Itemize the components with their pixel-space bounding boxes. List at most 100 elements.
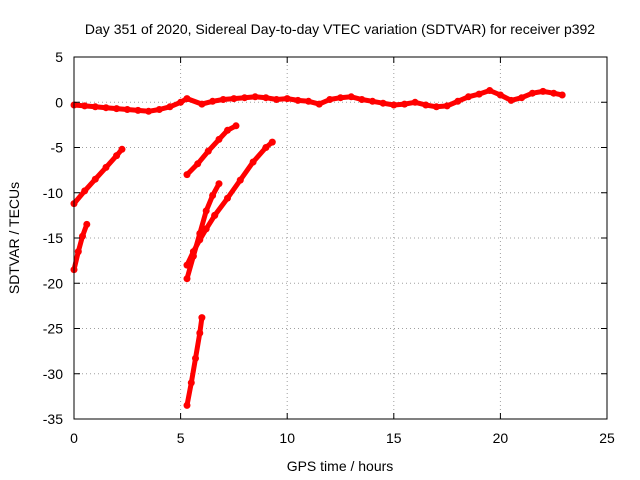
data-point (411, 98, 419, 106)
data-point (196, 236, 204, 244)
data-point (196, 329, 204, 337)
x-tick-label: 10 (279, 430, 295, 446)
data-point (211, 211, 219, 219)
x-axis-label: GPS time / hours (287, 458, 394, 474)
data-point (401, 100, 408, 108)
y-tick-label: -35 (43, 411, 63, 427)
data-point (209, 192, 217, 199)
y-tick-label: -20 (43, 275, 63, 291)
y-tick-label: -25 (43, 321, 63, 337)
data-point (369, 97, 376, 105)
data-point (236, 176, 244, 184)
data-point (215, 135, 223, 143)
data-point (528, 89, 536, 97)
data-point (91, 103, 99, 111)
data-point (496, 91, 504, 99)
data-point (262, 94, 270, 102)
data-point (464, 93, 472, 101)
data-point (183, 275, 191, 283)
data-series (70, 87, 566, 409)
data-point (443, 102, 451, 110)
data-point (202, 225, 210, 233)
data-point (232, 122, 240, 130)
y-tick-label: -15 (43, 230, 63, 246)
y-tick-label: -10 (43, 185, 63, 201)
data-point (145, 107, 153, 115)
data-point (204, 147, 212, 155)
data-point (177, 98, 185, 106)
data-point (183, 261, 191, 269)
series-arc-b (71, 221, 90, 273)
data-point (83, 220, 91, 228)
data-point (113, 152, 121, 160)
y-tick-label: -30 (43, 366, 63, 382)
data-point (155, 106, 163, 113)
data-point (102, 104, 110, 112)
data-point (390, 101, 398, 109)
data-point (134, 106, 142, 114)
data-point (224, 126, 231, 134)
grid (74, 57, 607, 419)
data-point (194, 160, 202, 168)
data-point (432, 103, 440, 111)
data-point (251, 93, 259, 101)
data-point (113, 105, 121, 113)
x-tick-label: 15 (386, 430, 402, 446)
data-point (347, 93, 355, 101)
data-point (507, 96, 515, 104)
data-point (518, 94, 526, 102)
x-tick-label: 25 (599, 430, 615, 446)
data-point (183, 401, 191, 409)
data-point (187, 379, 195, 387)
data-point (262, 144, 270, 151)
data-point (192, 354, 199, 362)
data-point (118, 145, 126, 153)
data-point (294, 96, 302, 104)
x-tick-label: 20 (493, 430, 509, 446)
data-point (241, 94, 249, 102)
data-point (219, 96, 227, 103)
data-point (209, 97, 217, 105)
data-point (558, 91, 566, 99)
data-point (189, 248, 197, 256)
y-tick-label: 0 (55, 94, 63, 110)
data-point (183, 95, 191, 103)
chart-title: Day 351 of 2020, Sidereal Day-to-day VTE… (85, 21, 595, 37)
data-point (166, 103, 174, 111)
data-point (358, 96, 366, 103)
data-point (475, 90, 483, 98)
data-point (422, 101, 430, 109)
data-point (198, 314, 206, 322)
data-point (268, 138, 276, 146)
data-point (283, 95, 291, 103)
y-tick-label: -5 (51, 140, 64, 156)
data-point (91, 175, 99, 183)
y-tick-label: 5 (55, 49, 63, 65)
data-point (550, 89, 558, 97)
data-point (454, 97, 462, 105)
data-point (81, 187, 89, 195)
data-point (486, 87, 494, 94)
x-tick-label: 5 (177, 430, 185, 446)
data-point (305, 97, 312, 105)
data-point (273, 96, 280, 103)
data-point (230, 95, 238, 103)
axis-ticks: 0 5 10 15 20 25 5 0 -5 -10 -15 -20 -25 -30 -35 (43, 49, 615, 446)
x-tick-label: 0 (70, 430, 78, 446)
data-point (215, 180, 223, 188)
data-point (202, 207, 210, 215)
data-point (123, 106, 131, 113)
data-point (183, 171, 191, 179)
data-point (81, 102, 89, 110)
data-point (102, 163, 110, 171)
data-point (315, 100, 323, 108)
data-point (326, 96, 334, 103)
data-point (79, 232, 86, 240)
data-point (74, 248, 82, 256)
data-point (249, 158, 257, 166)
data-point (198, 100, 206, 108)
data-point (379, 99, 387, 107)
y-axis-label: SDTVAR / TECUs (6, 182, 22, 294)
